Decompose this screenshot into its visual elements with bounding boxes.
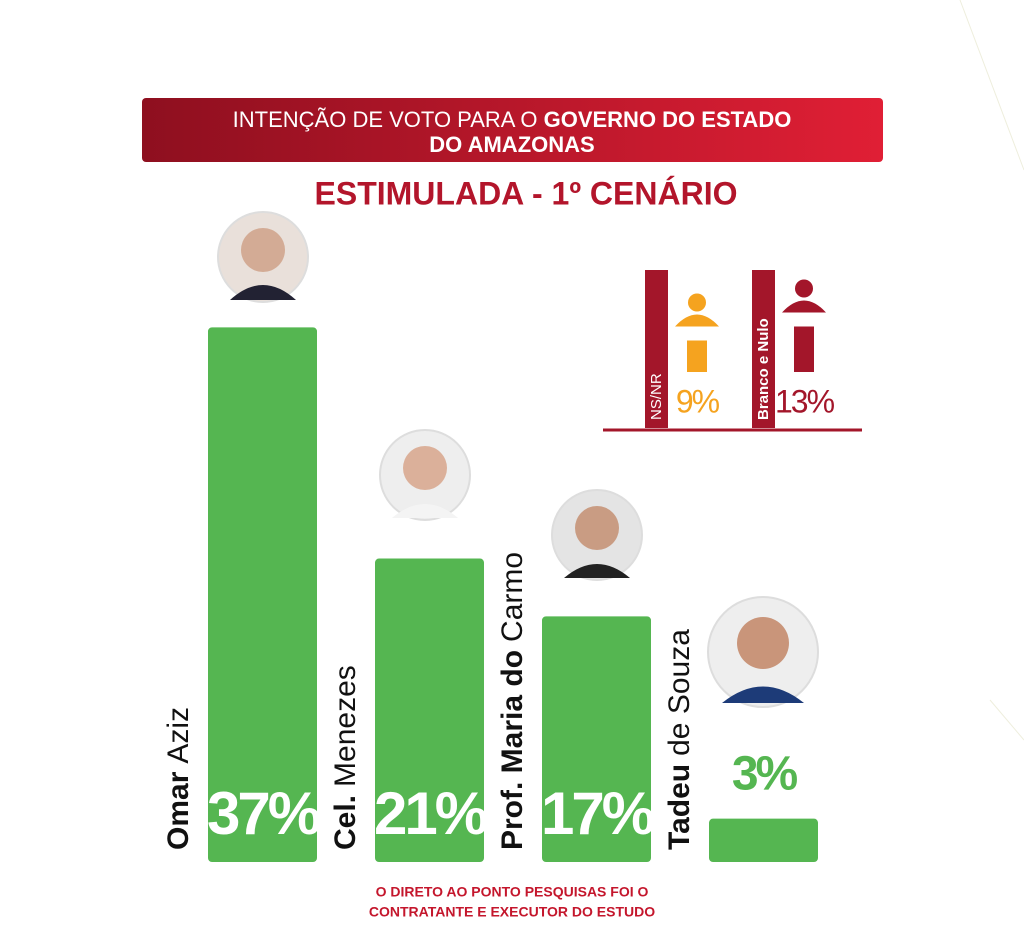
inset-name: Branco e Nulo bbox=[755, 318, 772, 420]
category-rest: Carmo bbox=[496, 552, 529, 642]
inset-value-label: 9% bbox=[676, 383, 720, 419]
bar bbox=[709, 818, 818, 862]
bar bbox=[542, 616, 651, 862]
person-head bbox=[795, 279, 813, 298]
value-label: 17% bbox=[541, 780, 654, 847]
value-label: 21% bbox=[374, 780, 487, 847]
person-icon bbox=[675, 314, 719, 327]
category-rest: Menezes bbox=[329, 665, 362, 787]
inset-tab bbox=[752, 270, 775, 428]
decor-line bbox=[959, 0, 1024, 171]
category-label: Omar Aziz bbox=[162, 707, 195, 850]
value-label: 37% bbox=[207, 780, 320, 847]
category-label: Cel. Menezes bbox=[329, 665, 362, 850]
bar bbox=[375, 558, 484, 862]
footnote: CONTRATANTE E EXECUTOR DO ESTUDO bbox=[369, 904, 655, 920]
category-bold: Cel. bbox=[329, 795, 362, 850]
photo bbox=[217, 211, 819, 708]
chart-title: DO AMAZONAS bbox=[429, 132, 594, 157]
footnote: O DIRETO AO PONTO PESQUISAS FOI O bbox=[376, 884, 649, 900]
inset-bar bbox=[794, 326, 814, 372]
person-icon bbox=[782, 300, 826, 313]
title-part: INTENÇÃO DE VOTO PARA O bbox=[233, 107, 538, 132]
person-head bbox=[688, 293, 706, 312]
category-rest: de Souza bbox=[663, 629, 696, 756]
category-rest: Aziz bbox=[162, 707, 195, 764]
chart-subtitle: ESTIMULADA - 1º CENÁRIO bbox=[315, 175, 738, 211]
inset-value-label: 13% bbox=[775, 383, 835, 419]
title-part: GOVERNO DO ESTADO bbox=[544, 107, 792, 132]
category-bold: Prof. Maria do bbox=[496, 650, 529, 850]
category-bold: Omar bbox=[162, 771, 195, 850]
chart-title: INTENÇÃO DE VOTO PARA O GOVERNO DO ESTAD… bbox=[233, 107, 792, 132]
category-bold: Tadeu bbox=[663, 764, 696, 850]
inset-name: NS/NR bbox=[648, 373, 665, 420]
category-label: Tadeu de Souza bbox=[663, 629, 696, 850]
inset-bar bbox=[687, 340, 707, 372]
category-label: Prof. Maria do Carmo bbox=[496, 552, 529, 850]
inset-tab bbox=[645, 270, 668, 428]
value-label: 3% bbox=[732, 747, 798, 800]
bar bbox=[208, 327, 317, 863]
decor-line bbox=[989, 699, 1024, 741]
title-banner bbox=[142, 98, 883, 162]
